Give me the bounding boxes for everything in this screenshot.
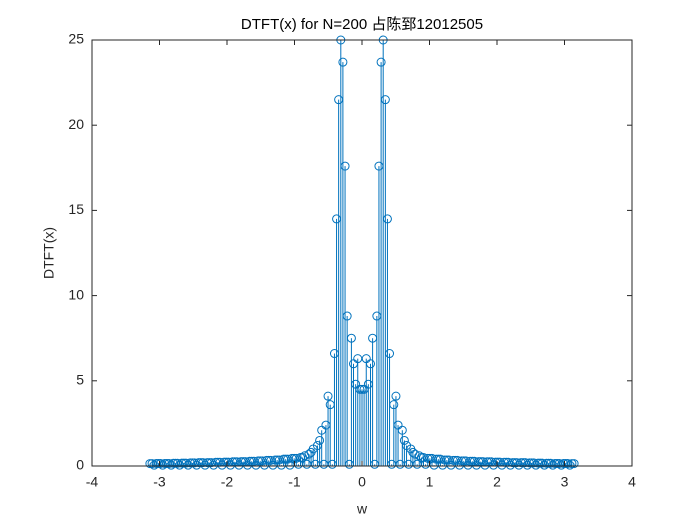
y-tick-label: 10 bbox=[68, 286, 84, 302]
stem-marker bbox=[563, 458, 573, 468]
x-tick-label: -4 bbox=[86, 474, 99, 490]
stem-marker bbox=[537, 458, 547, 468]
stem-marker bbox=[399, 435, 409, 445]
stem-marker bbox=[527, 458, 537, 468]
x-tick-label: 1 bbox=[426, 474, 434, 490]
x-tick-label: 4 bbox=[628, 474, 636, 490]
stem-marker bbox=[382, 214, 392, 224]
stem-marker bbox=[281, 454, 291, 464]
stem-marker bbox=[416, 452, 426, 462]
stem-marker bbox=[535, 458, 545, 468]
stem-marker bbox=[418, 452, 428, 462]
y-tick-label: 5 bbox=[76, 372, 84, 388]
x-tick-label: 0 bbox=[358, 474, 366, 490]
stem-marker bbox=[444, 455, 454, 465]
stem-marker bbox=[315, 435, 325, 445]
stem-marker bbox=[520, 458, 530, 468]
stem-marker bbox=[145, 459, 155, 469]
stem-marker bbox=[338, 57, 348, 67]
stem-marker bbox=[433, 454, 443, 464]
stem-marker bbox=[380, 95, 390, 105]
stem-marker bbox=[461, 456, 471, 466]
y-tick-label: 0 bbox=[76, 457, 84, 473]
stem-marker bbox=[170, 458, 180, 468]
stem-marker bbox=[427, 453, 437, 463]
stem-marker bbox=[323, 391, 333, 401]
stem-marker bbox=[546, 458, 556, 468]
x-tick-label: 3 bbox=[561, 474, 569, 490]
y-axis-label: DTFT(x) bbox=[41, 227, 57, 279]
stem-marker bbox=[397, 425, 407, 435]
x-tick-label: -3 bbox=[153, 474, 166, 490]
stem-marker bbox=[346, 333, 356, 343]
x-tick-label: 2 bbox=[493, 474, 501, 490]
y-tick-label: 15 bbox=[68, 201, 84, 217]
stem-marker bbox=[414, 451, 424, 461]
stem-marker bbox=[366, 359, 376, 369]
stem-marker bbox=[435, 454, 445, 464]
stem-marker bbox=[179, 458, 189, 468]
stem-marker bbox=[340, 161, 350, 171]
x-tick-label: -1 bbox=[288, 474, 301, 490]
y-tick-label: 25 bbox=[68, 31, 84, 47]
stem-marker bbox=[561, 458, 571, 468]
x-tick-label: -2 bbox=[221, 474, 234, 490]
stem-marker bbox=[353, 354, 363, 364]
stem-marker bbox=[391, 391, 401, 401]
stem-marker bbox=[342, 311, 352, 321]
stem-marker bbox=[389, 400, 399, 410]
stem-marker bbox=[385, 349, 395, 359]
stem-marker bbox=[153, 458, 163, 468]
x-axis-label: w bbox=[356, 501, 368, 517]
y-tick-label: 20 bbox=[68, 116, 84, 132]
stem-marker bbox=[552, 458, 562, 468]
chart-title: DTFT(x) for N=200 占陈郅12012505 bbox=[241, 15, 483, 33]
stem-marker bbox=[569, 459, 579, 469]
stem-marker bbox=[376, 57, 386, 67]
stem-marker bbox=[567, 459, 577, 469]
